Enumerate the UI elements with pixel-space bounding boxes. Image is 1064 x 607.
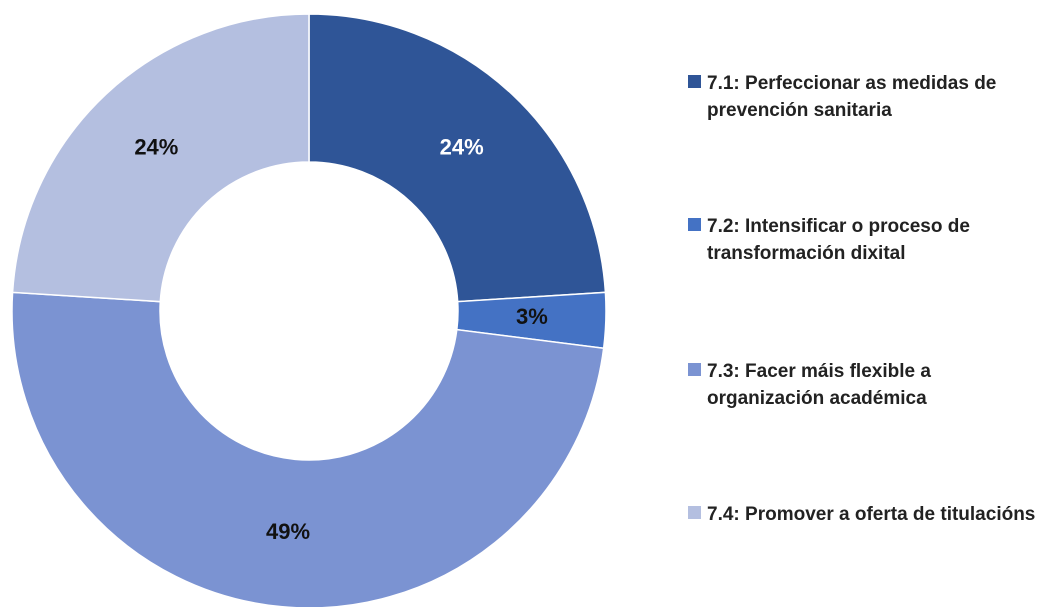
donut-slice xyxy=(11,291,605,607)
data-label: 24% xyxy=(440,134,484,159)
legend-swatch xyxy=(688,506,701,519)
legend-item: 7.2: Intensificar o proceso de transform… xyxy=(688,213,1058,267)
legend-swatch xyxy=(688,218,701,231)
legend-item: 7.3: Facer máis flexible a organización … xyxy=(688,358,1058,412)
donut-slice xyxy=(308,13,607,303)
data-label: 24% xyxy=(134,134,178,159)
legend-swatch xyxy=(688,363,701,376)
legend-label: 7.2: Intensificar o proceso de transform… xyxy=(707,216,970,264)
data-label: 49% xyxy=(266,519,310,544)
legend-label: 7.4: Promover a oferta de titulacións xyxy=(707,504,1036,525)
legend-label: 7.3: Facer máis flexible a organización … xyxy=(707,361,931,409)
legend-item: 7.4: Promover a oferta de titulacións xyxy=(688,501,1058,528)
chart: 24% 3% 49% 24% xyxy=(11,13,607,607)
legend-swatch xyxy=(688,75,701,88)
legend-label: 7.1: Perfeccionar as medidas de prevenci… xyxy=(707,73,997,121)
legend-item: 7.1: Perfeccionar as medidas de prevenci… xyxy=(688,70,1058,124)
donut-slice xyxy=(11,13,310,303)
data-label: 3% xyxy=(516,304,548,329)
